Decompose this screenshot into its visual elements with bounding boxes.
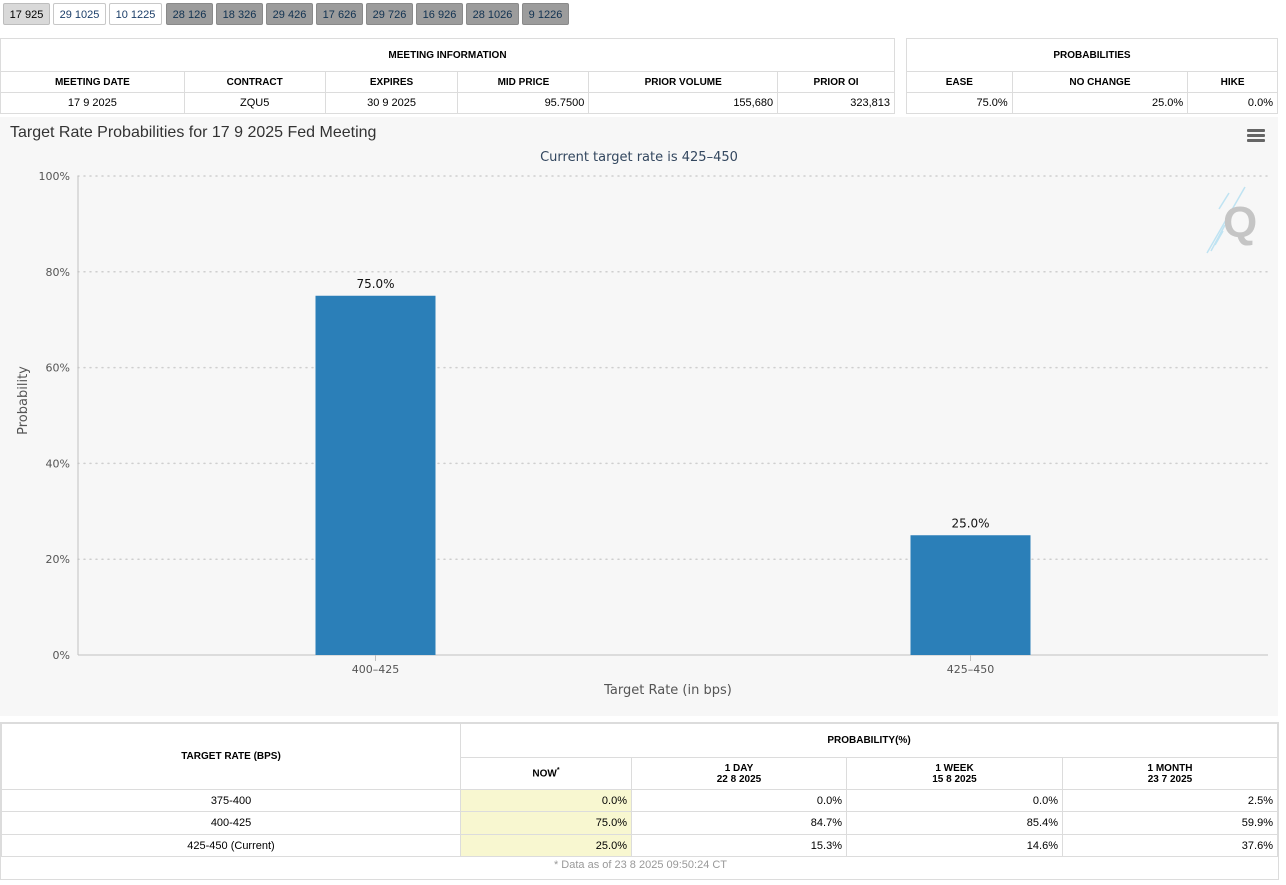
y-tick-label: 40% [46, 457, 70, 470]
day-cell: 84.7% [631, 811, 847, 835]
y-tick-label: 100% [39, 170, 70, 183]
contract-value: ZQU5 [183, 92, 326, 114]
now-cell: 75.0% [460, 811, 632, 835]
x-tick-label: 400–425 [352, 663, 400, 676]
tab-28-1026[interactable]: 28 1026 [466, 3, 519, 25]
table-row: 425-450 (Current) 25.0% 15.3% 14.6% 37.6… [1, 834, 1278, 857]
hamburger-menu-icon[interactable] [1247, 129, 1265, 143]
prior-oi-value: 323,813 [777, 92, 895, 114]
data-timestamp-footnote: * Data as of 23 8 2025 09:50:24 CT [553, 859, 728, 871]
prior-volume-value: 155,680 [588, 92, 779, 114]
tab-28-126[interactable]: 28 126 [166, 3, 213, 25]
col-prior-oi: PRIOR OI [777, 71, 895, 93]
tab-17-925[interactable]: 17 925 [3, 3, 50, 25]
day-cell: 15.3% [631, 834, 847, 857]
meeting-info-table: MEETING INFORMATION MEETING DATE CONTRAC… [0, 38, 895, 114]
table-row: 375-400 0.0% 0.0% 0.0% 2.5% [1, 789, 1278, 812]
x-axis-title: Target Rate (in bps) [603, 683, 732, 698]
meeting-info-header: MEETING INFORMATION [0, 38, 895, 72]
month-cell: 37.6% [1062, 834, 1278, 857]
mid-price-value: 95.7500 [457, 92, 590, 114]
col-contract: CONTRACT [183, 71, 326, 93]
svg-text:Q: Q [1223, 198, 1257, 247]
y-tick-label: 0% [53, 649, 70, 662]
hike-value: 0.0% [1187, 92, 1278, 114]
col-mid-price: MID PRICE [457, 71, 590, 93]
col-now: NOW* [460, 757, 632, 790]
tab-18-326[interactable]: 18 326 [216, 3, 263, 25]
probability-history-panel: TARGET RATE (BPS) PROBABILITY(%) NOW* 1 … [0, 722, 1279, 880]
month-cell: 2.5% [1062, 789, 1278, 812]
col-prior-volume: PRIOR VOLUME [588, 71, 779, 93]
col-expires: EXPIRES [324, 71, 459, 93]
week-cell: 14.6% [846, 834, 1063, 857]
bar-1 [315, 295, 436, 655]
probability-history-table: TARGET RATE (BPS) PROBABILITY(%) NOW* 1 … [1, 723, 1278, 857]
expires-value: 30 9 2025 [324, 92, 459, 114]
y-tick-label: 60% [46, 362, 70, 375]
chart-plot-area: 0% 20% 40% 60% 80% 100% 75.0% 400–425 25.0% 425–4… [16, 170, 1269, 698]
table-row: 400-425 75.0% 84.7% 85.4% 59.9% [1, 811, 1278, 835]
x-tick-label: 425–450 [947, 663, 995, 676]
day-cell: 0.0% [631, 789, 847, 812]
tab-16-926[interactable]: 16 926 [416, 3, 463, 25]
y-axis-title: Probability [16, 366, 31, 435]
week-cell: 85.4% [846, 811, 1063, 835]
col-1-week: 1 WEEK 15 8 2025 [846, 757, 1063, 790]
col-meeting-date: MEETING DATE [0, 71, 185, 93]
no-change-value: 25.0% [1011, 92, 1189, 114]
col-1-month: 1 MONTH 23 7 2025 [1062, 757, 1278, 790]
q-logo-icon: Q [1206, 186, 1257, 254]
now-cell: 25.0% [460, 834, 632, 857]
rate-cell: 375-400 [1, 789, 461, 812]
col-no-change: NO CHANGE [1011, 71, 1189, 93]
month-cell: 59.9% [1062, 811, 1278, 835]
now-cell: 0.0% [460, 789, 632, 812]
chart-subtitle: Current target rate is 425–450 [540, 150, 738, 165]
bar-data-label: 25.0% [951, 516, 989, 530]
tab-29-426[interactable]: 29 426 [266, 3, 313, 25]
tab-9-1226[interactable]: 9 1226 [522, 3, 569, 25]
col-ease: EASE [906, 71, 1013, 93]
bar-data-label: 75.0% [356, 277, 394, 291]
probabilities-header: PROBABILITIES [906, 38, 1278, 72]
probability-chart: Target Rate Probabilities for 17 9 2025 … [0, 117, 1278, 716]
probability-header: PROBABILITY(%) [460, 723, 1278, 758]
rate-cell: 400-425 [1, 811, 461, 835]
bar-2 [910, 535, 1031, 655]
probabilities-table: PROBABILITIES EASE NO CHANGE HIKE 75.0% … [906, 38, 1278, 114]
tab-29-726[interactable]: 29 726 [366, 3, 413, 25]
rate-cell: 425-450 (Current) [1, 834, 461, 857]
tab-17-626[interactable]: 17 626 [316, 3, 363, 25]
y-tick-label: 80% [46, 266, 70, 279]
meeting-date-value: 17 9 2025 [0, 92, 185, 114]
col-1-day: 1 DAY 22 8 2025 [631, 757, 847, 790]
ease-value: 75.0% [906, 92, 1013, 114]
col-hike: HIKE [1187, 71, 1278, 93]
target-rate-header: TARGET RATE (BPS) [1, 723, 461, 790]
y-tick-label: 20% [46, 553, 70, 566]
tab-10-1225[interactable]: 10 1225 [109, 3, 162, 25]
tab-29-1025[interactable]: 29 1025 [53, 3, 106, 25]
week-cell: 0.0% [846, 789, 1063, 812]
chart-title: Target Rate Probabilities for 17 9 2025 … [10, 124, 377, 141]
